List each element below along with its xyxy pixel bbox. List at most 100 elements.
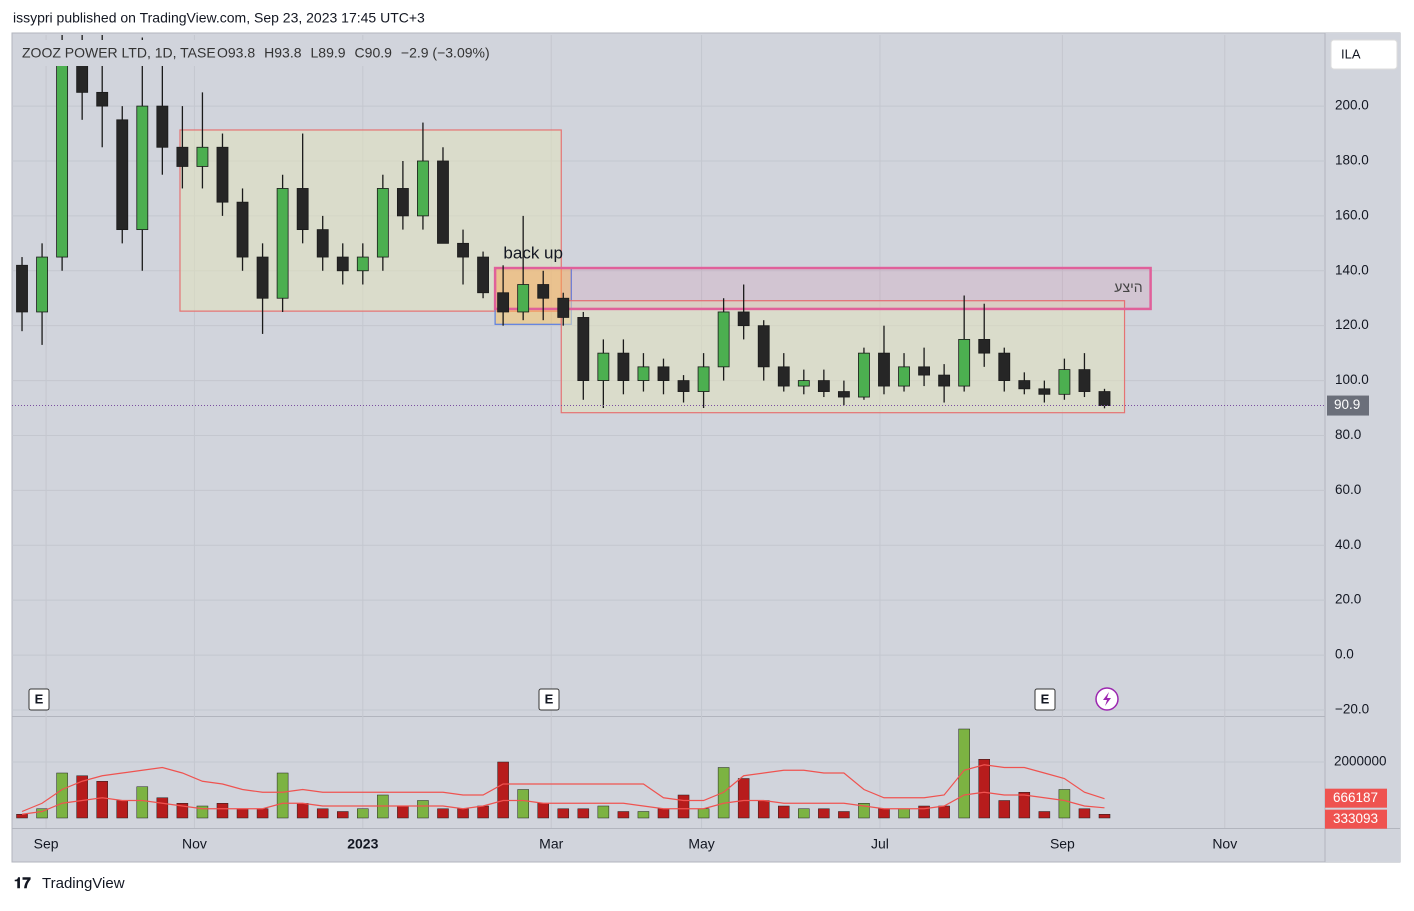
x-tick-label: Jul	[871, 836, 889, 852]
volume-bar	[437, 808, 449, 819]
candle-body	[737, 311, 750, 327]
candle-body	[376, 188, 389, 258]
candle-body	[56, 64, 69, 258]
candle-body	[136, 105, 149, 231]
ohlc-value: O93.8	[217, 45, 255, 61]
last-price-label: 90.9	[1334, 397, 1360, 412]
y-tick-label: 160.0	[1335, 207, 1369, 222]
candle-body	[296, 188, 309, 231]
candle-body	[637, 366, 650, 381]
drawing-label: היצע	[1114, 279, 1142, 295]
last-price-box	[1327, 395, 1369, 416]
volume-bar	[1098, 814, 1111, 819]
volume-bar	[417, 800, 429, 819]
volume-bar	[397, 805, 409, 819]
volume-bar	[296, 803, 309, 819]
candle-body	[156, 105, 169, 148]
candle-body	[717, 311, 730, 368]
candle-body	[858, 352, 870, 398]
candle-body	[477, 256, 489, 294]
volume-bar	[557, 808, 570, 819]
plot: back up היצע	[12, 35, 1325, 819]
x-tick-label: Sep	[1050, 836, 1075, 852]
candle-body	[1098, 391, 1111, 406]
volume-bar	[517, 789, 529, 819]
currency[interactable]: ILA	[1341, 46, 1361, 61]
candle-body	[16, 264, 28, 313]
volume-bar	[918, 805, 930, 819]
candle-body	[797, 380, 810, 387]
candle-body	[316, 229, 329, 258]
volume-bar	[1018, 792, 1031, 819]
drawing-rect	[493, 266, 1152, 311]
volume-bar	[56, 772, 68, 819]
indicator-value-box	[1325, 788, 1387, 808]
y-tick-label: 40.0	[1335, 537, 1361, 552]
volume-bar	[978, 759, 990, 819]
candle-body	[196, 146, 209, 167]
volume-bar	[657, 808, 670, 819]
candle-body	[777, 366, 790, 387]
event-marker[interactable]	[28, 688, 50, 711]
event-marker[interactable]	[1034, 688, 1056, 711]
currency-button[interactable]	[1330, 39, 1398, 70]
indicator-value-box	[1325, 809, 1387, 829]
event-label: E	[545, 691, 554, 706]
drawings	[179, 129, 1152, 414]
candle-body	[256, 256, 269, 299]
candle-body	[918, 366, 930, 376]
candle-body	[817, 380, 830, 392]
volume-bar	[136, 786, 149, 819]
candle-body	[1018, 380, 1031, 390]
volume-bar	[537, 803, 549, 819]
x-tick-label: 2023	[347, 836, 378, 852]
ohlc-value: L89.9	[311, 45, 346, 61]
candle-body	[236, 201, 249, 258]
candle-body	[216, 146, 229, 203]
y-tick-label: 20.0	[1335, 592, 1361, 607]
volume-bar	[818, 808, 830, 819]
volume-bar	[216, 803, 229, 819]
logo: TradingView	[42, 875, 125, 892]
candle-body	[76, 64, 89, 93]
volume-bar	[798, 808, 810, 819]
volume-bar	[958, 728, 970, 819]
volume-bar	[316, 808, 329, 819]
symbol: ZOOZ POWER LTD, 1D, TASE	[22, 45, 216, 61]
volume-bar	[858, 803, 870, 819]
volume-bar	[357, 808, 369, 819]
volume-bar	[76, 775, 88, 819]
candle-body	[1058, 369, 1071, 395]
lightning-bolt	[1103, 692, 1111, 706]
event-label: E	[35, 691, 44, 706]
event-marker[interactable]	[538, 688, 560, 711]
candle-body	[697, 366, 710, 392]
ohlc-value: −2.9 (−3.09%)	[401, 45, 490, 61]
volume-bar	[637, 811, 650, 819]
candle-body	[757, 325, 770, 368]
candle-body	[938, 374, 951, 387]
event-label: E	[1041, 691, 1050, 706]
candle-body	[1078, 369, 1091, 392]
volume-bar	[96, 781, 108, 819]
volume-bar	[156, 797, 169, 819]
drawing-label: back up	[503, 244, 563, 263]
y-tick-label: 140.0	[1335, 262, 1369, 277]
candle-body	[396, 188, 409, 217]
candle-body	[958, 339, 971, 387]
volume-bar	[1058, 789, 1071, 819]
volume-bar	[176, 803, 189, 819]
candle-body	[978, 339, 991, 354]
volume-bar	[196, 805, 209, 819]
volume-bar	[497, 761, 509, 819]
candle-body	[998, 352, 1011, 381]
candle-body	[597, 352, 610, 381]
volume-bar	[677, 794, 690, 819]
candle-body	[356, 256, 369, 272]
volume-bar	[276, 772, 289, 819]
legend-bg	[20, 40, 510, 66]
logo-mark: 𝟏𝟕	[14, 875, 31, 892]
candle-body	[96, 91, 109, 107]
volume-tick-label: 2000000	[1334, 754, 1387, 769]
